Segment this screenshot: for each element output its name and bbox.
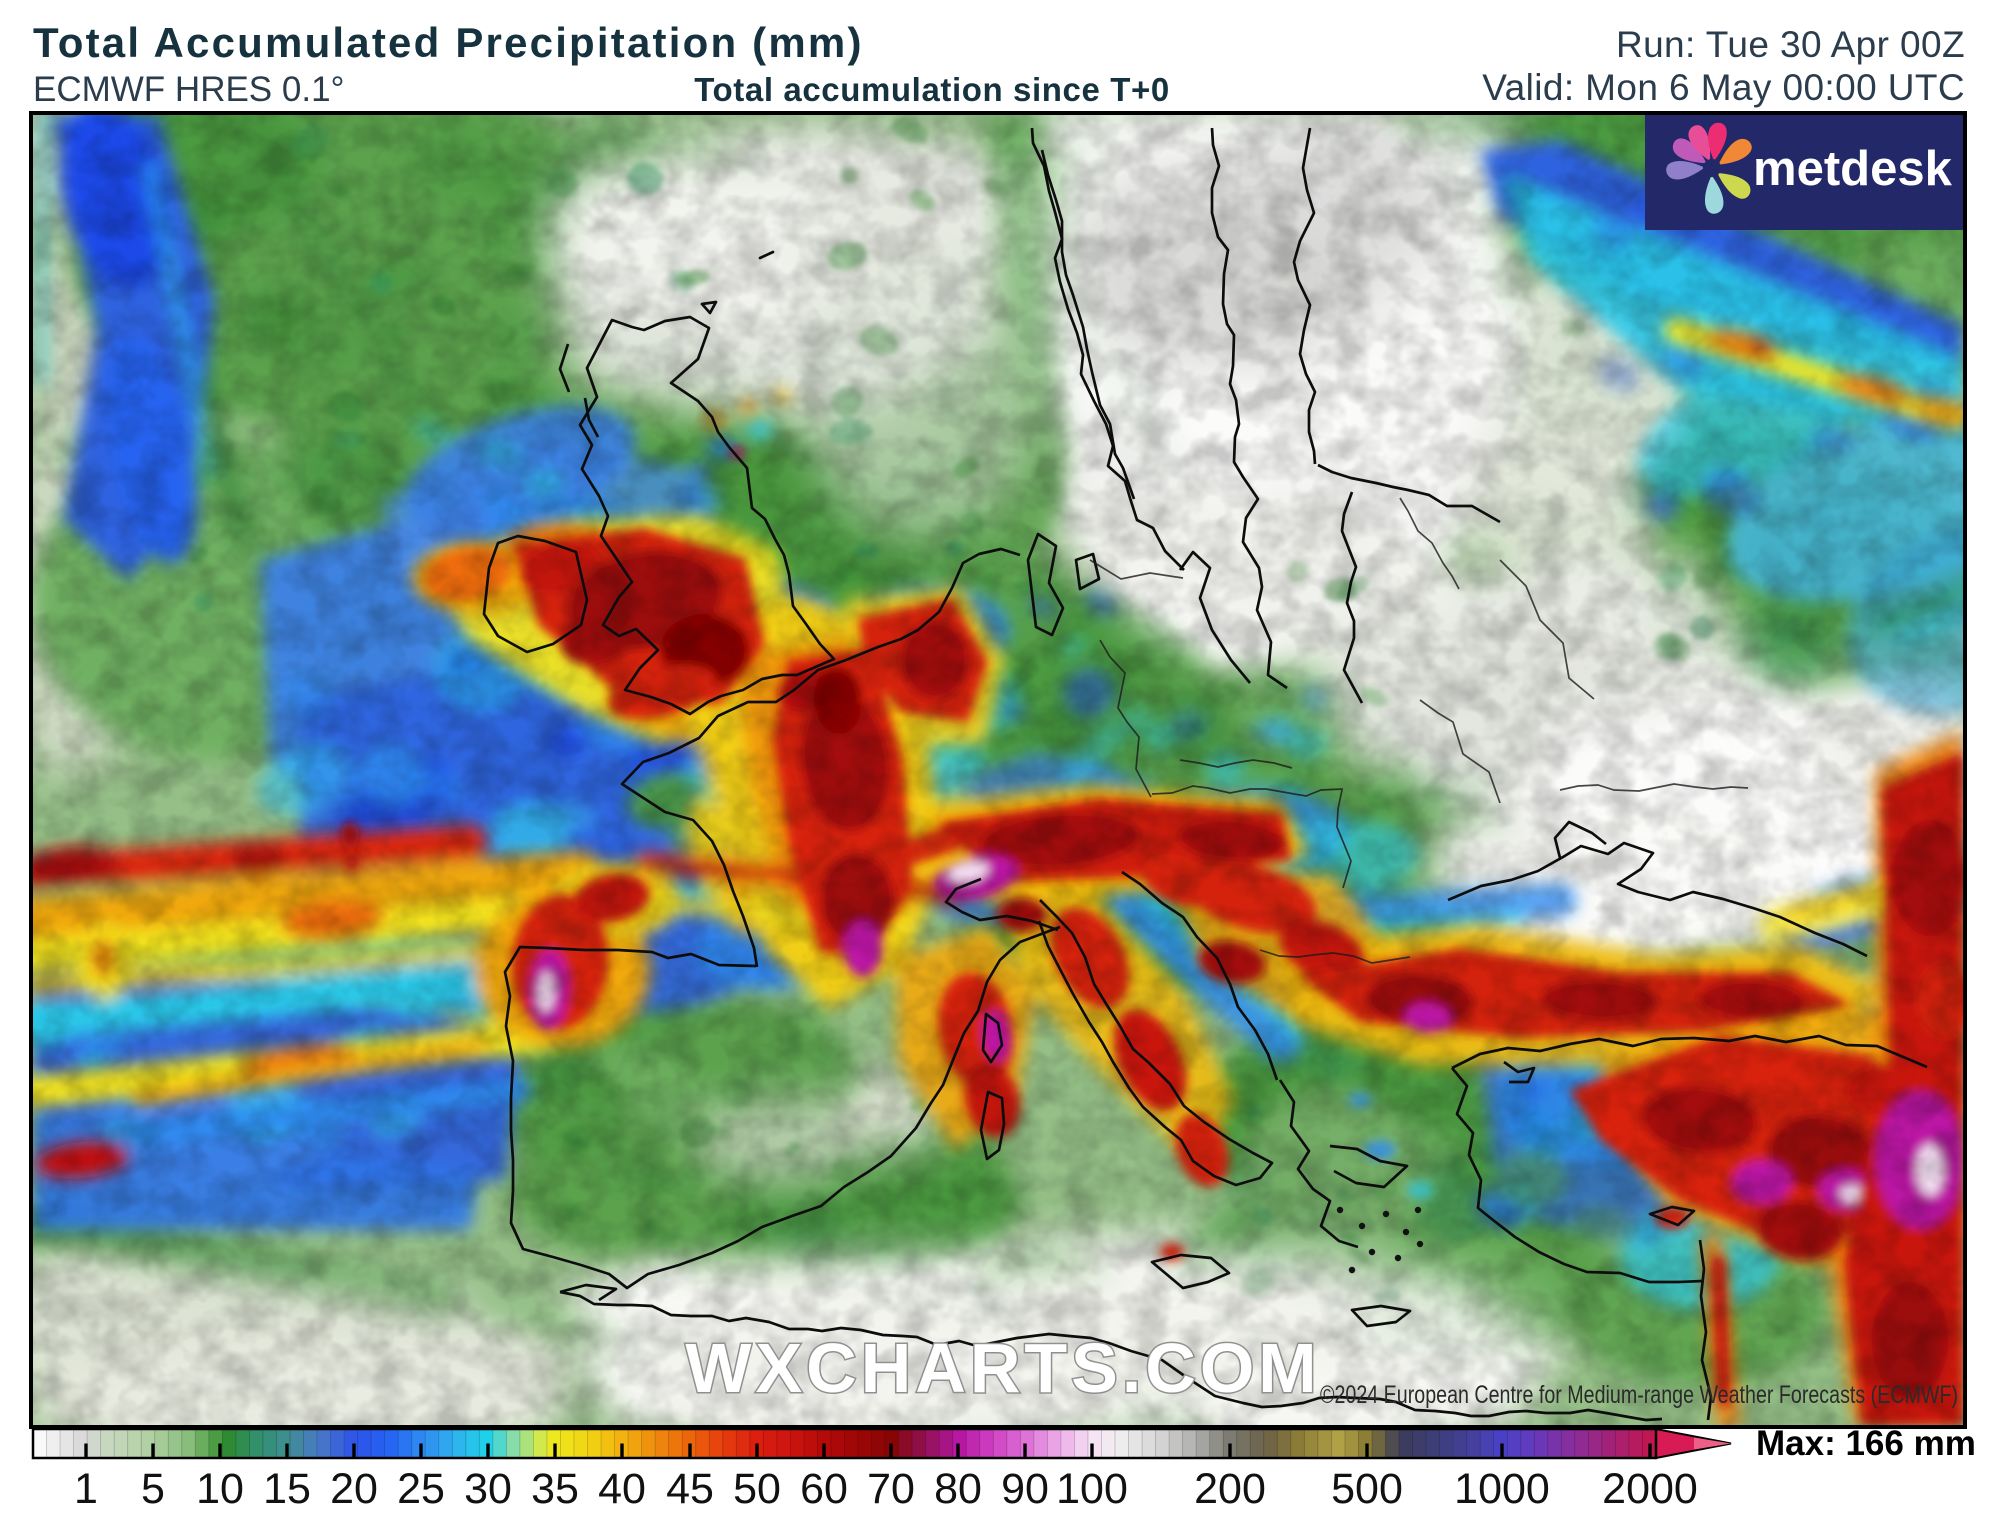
svg-text:80: 80 — [934, 1465, 982, 1513]
svg-text:1000: 1000 — [1454, 1465, 1550, 1513]
svg-text:10: 10 — [196, 1465, 244, 1513]
svg-text:45: 45 — [666, 1465, 714, 1513]
svg-text:metdesk: metdesk — [1753, 142, 1953, 196]
svg-text:60: 60 — [800, 1465, 848, 1513]
svg-text:1: 1 — [74, 1465, 98, 1513]
svg-text:20: 20 — [330, 1465, 378, 1513]
svg-text:25: 25 — [397, 1465, 445, 1513]
svg-text:70: 70 — [867, 1465, 915, 1513]
svg-text:200: 200 — [1194, 1465, 1266, 1513]
svg-text:Total accumulation since T+0: Total accumulation since T+0 — [694, 71, 1170, 108]
svg-text:Total Accumulated Precipitatio: Total Accumulated Precipitation (mm) — [33, 19, 864, 66]
svg-text:500: 500 — [1331, 1465, 1403, 1513]
svg-text:Max: 166 mm: Max: 166 mm — [1756, 1424, 1976, 1463]
svg-text:2000: 2000 — [1602, 1465, 1698, 1513]
svg-text:Run: Tue 30 Apr 00Z: Run: Tue 30 Apr 00Z — [1616, 24, 1965, 65]
svg-text:5: 5 — [141, 1465, 165, 1513]
svg-text:100: 100 — [1056, 1465, 1128, 1513]
svg-text:30: 30 — [464, 1465, 512, 1513]
svg-text:Valid: Mon 6 May 00:00 UTC: Valid: Mon 6 May 00:00 UTC — [1482, 67, 1965, 108]
svg-text:ECMWF HRES 0.1°: ECMWF HRES 0.1° — [33, 70, 345, 109]
svg-text:35: 35 — [531, 1465, 579, 1513]
svg-text:15: 15 — [263, 1465, 311, 1513]
svg-text:WXCHARTS.COM: WXCHARTS.COM — [685, 1329, 1320, 1407]
svg-text:50: 50 — [733, 1465, 781, 1513]
svg-text:40: 40 — [598, 1465, 646, 1513]
svg-text:90: 90 — [1001, 1465, 1049, 1513]
svg-text:©2024 European Centre for Medi: ©2024 European Centre for Medium-range W… — [1320, 1381, 1958, 1409]
